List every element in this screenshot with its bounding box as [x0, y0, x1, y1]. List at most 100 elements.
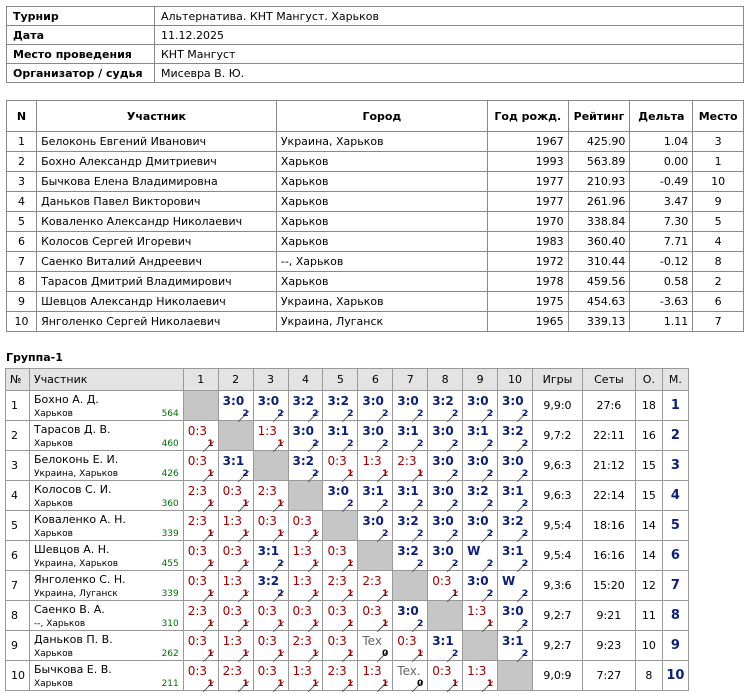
- group-points: 11: [634, 600, 663, 631]
- match-result-cell: 0:3 1: [252, 600, 289, 633]
- diagonal-cell: [462, 630, 499, 661]
- match-points: 2: [521, 499, 528, 509]
- match-result-cell: 0:3 1: [427, 660, 464, 693]
- participant-cell: Харьков: [275, 171, 488, 192]
- group-sets: 22:11: [581, 420, 636, 451]
- match-result: 3:0 2: [358, 511, 392, 543]
- match-result-cell: 3:2 2: [252, 570, 289, 603]
- participant-cell: Харьков: [275, 191, 488, 212]
- match-points: 2: [521, 649, 528, 659]
- match-points: 1: [347, 589, 354, 599]
- group-sets: 15:20: [581, 570, 636, 601]
- match-score: Tex: [362, 634, 382, 648]
- participant-cell: 339.13: [567, 311, 631, 332]
- match-result: 3:0 2: [393, 391, 427, 423]
- match-result-cell: 1:3 1: [462, 660, 499, 693]
- match-score: 3:0: [432, 514, 454, 528]
- group-games: 9,6:3: [531, 480, 583, 511]
- match-score: 0:3: [397, 634, 417, 648]
- participant-cell: 1.04: [629, 131, 694, 152]
- participant-row: 3 Бычкова Елена Владимировна Харьков 1977 21…: [5, 171, 744, 192]
- match-points: 2: [382, 439, 389, 449]
- match-result: 0:3 1: [184, 421, 218, 453]
- participant-cell: Даньков Павел Викторович: [36, 191, 277, 212]
- participant-cell: Колосов Сергей Игоревич: [36, 231, 277, 252]
- match-result: 3:0 2: [428, 421, 462, 453]
- match-result: 3:1 2: [393, 481, 427, 513]
- group-place: 4: [661, 480, 690, 511]
- match-score: 0:3: [187, 454, 208, 468]
- match-result-cell: 3:0 2: [497, 450, 533, 483]
- match-result: 3:0 2: [219, 391, 253, 423]
- participant-row: 9 Шевцов Александр Николаевич Украина, Хар…: [5, 291, 744, 312]
- group-points: 18: [634, 390, 663, 421]
- match-result-cell: 3:0 2: [462, 390, 499, 423]
- match-score: 3:0: [362, 424, 384, 438]
- match-points: 2: [416, 619, 424, 629]
- match-score: 3:2: [257, 574, 280, 588]
- participants-header-cell: Год рожд.: [486, 100, 569, 132]
- match-result-cell: 3:0 2: [427, 540, 464, 573]
- diagonal-cell: [357, 540, 394, 571]
- match-score: 3:2: [397, 514, 419, 528]
- group-points: 12: [634, 570, 663, 601]
- participant-cell: Саенко Виталий Андреевич: [36, 251, 277, 272]
- match-result: 3:2 2: [393, 541, 427, 573]
- match-points: 2: [312, 469, 319, 479]
- match-result-cell: 0:3 1: [182, 570, 219, 603]
- participant-cell: 6: [5, 231, 38, 252]
- match-points: 2: [486, 469, 494, 479]
- match-points: 2: [277, 559, 284, 569]
- group-sets: 21:12: [581, 450, 636, 481]
- match-result-cell: 2:3 1: [182, 510, 219, 543]
- match-result: 0:3 1: [323, 631, 357, 663]
- match-result: 2:3 1: [184, 481, 218, 513]
- participant-row: 7 Саенко Виталий Андреевич --, Харьков 1972…: [5, 251, 744, 272]
- match-result: 3:0 2: [358, 421, 392, 453]
- match-points: 2: [486, 499, 494, 509]
- match-score: 0:3: [187, 424, 208, 438]
- match-score: 0:3: [187, 544, 208, 558]
- match-score: 3:1: [432, 634, 454, 648]
- match-score: 3:1: [397, 484, 419, 498]
- match-score: 0:3: [362, 604, 382, 618]
- group-header-col: 10: [497, 368, 533, 391]
- match-result-cell: 3:1 2: [497, 480, 533, 513]
- match-score: Tex.: [397, 664, 421, 678]
- match-score: 3:0: [432, 484, 454, 498]
- group-player: Тарасов Д. В. Харьков 460: [28, 420, 184, 451]
- player-city: Харьков: [33, 409, 73, 419]
- match-points: 1: [312, 679, 319, 689]
- match-result-cell: 0:3 1: [182, 420, 219, 453]
- match-score: 1:3: [362, 664, 382, 678]
- match-points: 2: [486, 559, 494, 569]
- player-city: Харьков: [33, 499, 73, 509]
- match-result: 1:3 1: [463, 601, 497, 633]
- group-header-col: 4: [287, 368, 324, 391]
- match-result: 3:0 2: [428, 511, 462, 543]
- group-place: 8: [661, 600, 690, 631]
- match-result-cell: 0:3 1: [182, 450, 219, 483]
- match-points: 1: [242, 499, 249, 509]
- participant-cell: Белоконь Евгений Иванович: [36, 131, 277, 152]
- match-score: 0:3: [327, 634, 347, 648]
- match-result-cell: 3:2 2: [287, 390, 324, 423]
- player-city: Украина, Харьков: [33, 469, 119, 479]
- match-result: 3:0 2: [289, 421, 323, 453]
- group-row: 9 Даньков П. В. Харьков 262 0:3 1 1:3 1 0:3 1 2:3 1…: [5, 630, 690, 663]
- match-points: 2: [277, 589, 284, 599]
- participant-cell: 1: [5, 131, 38, 152]
- participant-cell: 1983: [486, 231, 569, 252]
- participant-cell: 459.56: [567, 271, 631, 292]
- match-points: 1: [277, 499, 284, 509]
- match-score: 1:3: [292, 544, 312, 558]
- participant-cell: 7: [5, 251, 38, 272]
- match-points: 2: [451, 499, 459, 509]
- match-score: 0:3: [327, 604, 347, 618]
- match-score: 3:0: [502, 604, 524, 618]
- match-points: 2: [521, 409, 528, 419]
- player-name: Бычкова Е. В.: [33, 663, 112, 676]
- group-games: 9,6:3: [531, 450, 583, 481]
- match-score: 3:2: [292, 394, 315, 408]
- group-place: 9: [661, 630, 690, 661]
